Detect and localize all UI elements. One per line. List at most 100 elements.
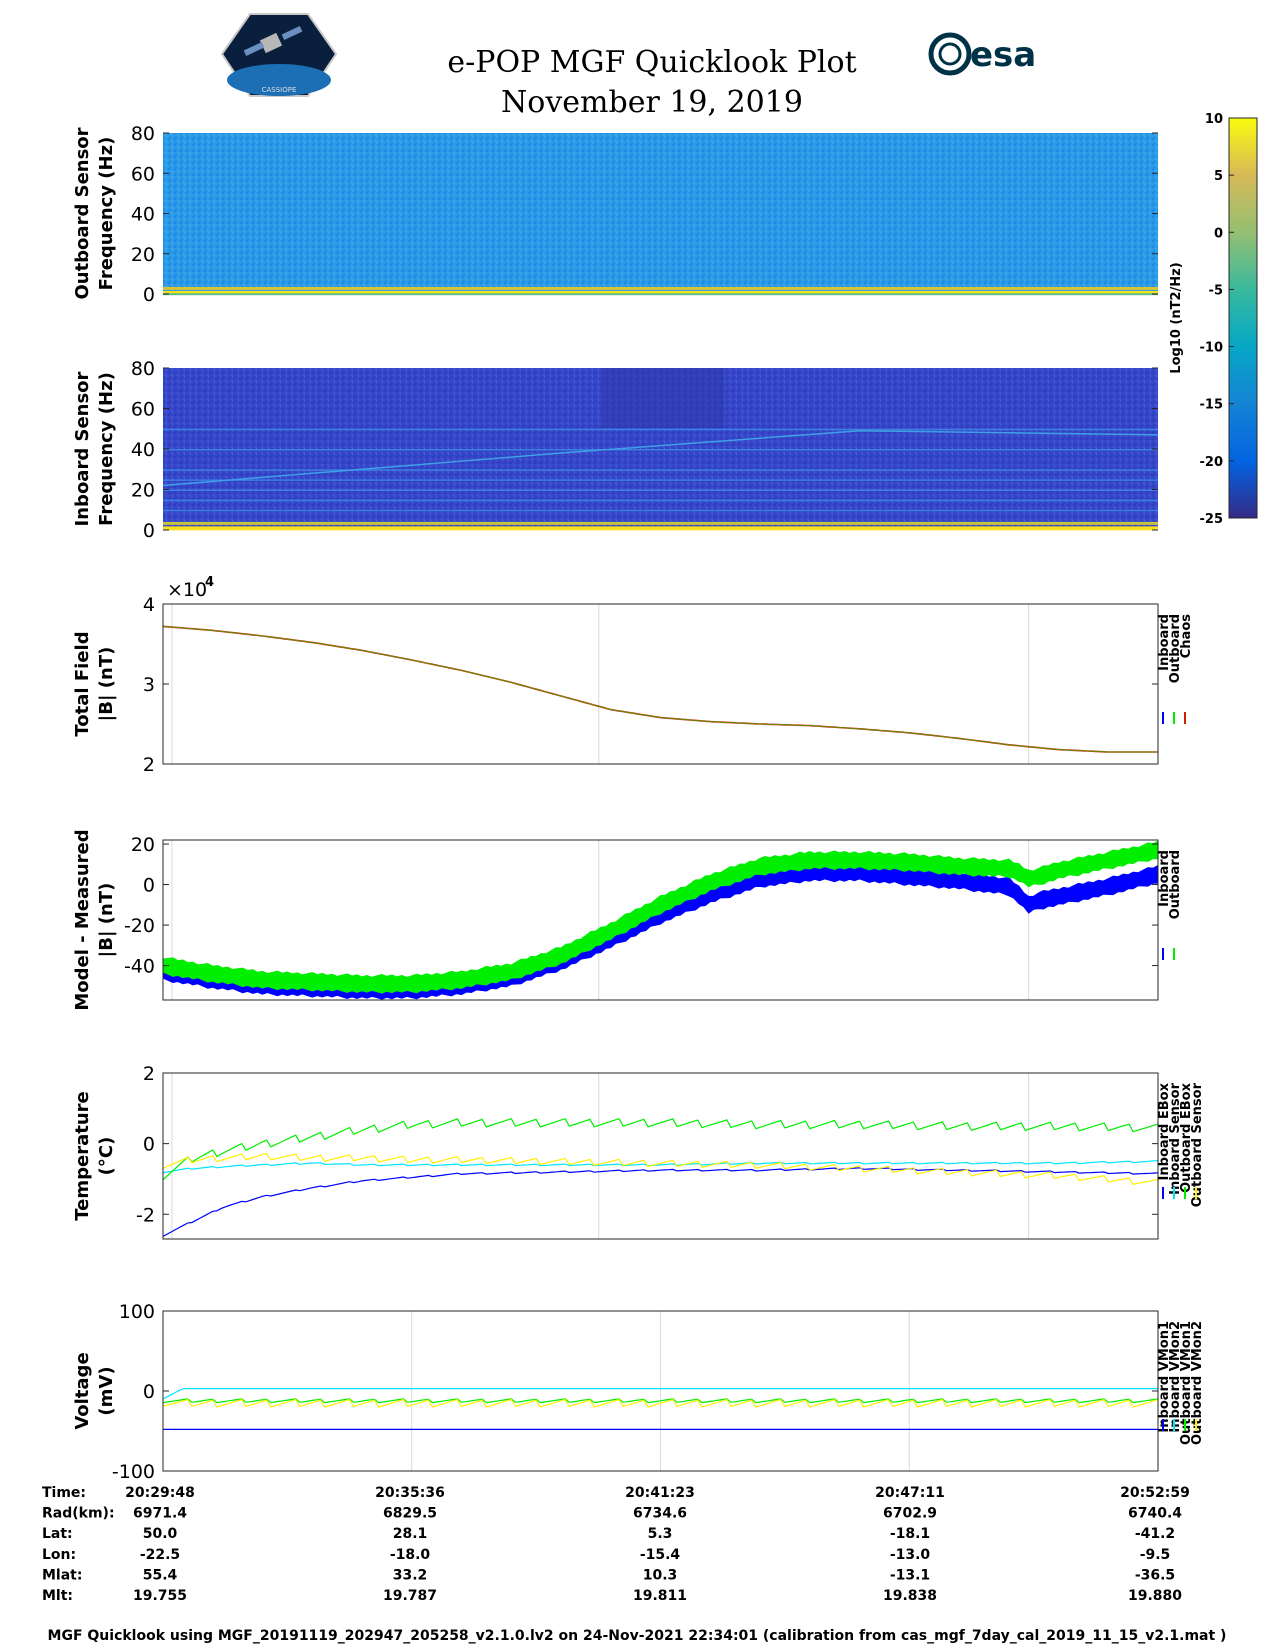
ephemeris-row-label-0: Time: [42,1485,86,1501]
inboard-spectrogram-line-0 [163,428,1158,431]
ephemeris-cell-3-4: -13.1 [890,1567,930,1583]
inboard-spectrogram-trace [162,430,1159,487]
inboard-spectrogram-line-6 [163,509,1158,512]
ephemeris-cell-1-3: -18.0 [390,1547,431,1563]
voltage-ytick-1: 0 [143,1381,155,1403]
voltage-ytick-2: -100 [112,1461,155,1483]
colorbar [1228,117,1258,519]
model-minus-measured-legend-0: Inboard [1157,850,1172,907]
total-field-axes-box [162,603,1159,765]
model-minus-measured-legend-1: Outboard [1168,850,1183,919]
inboard-spectrogram-ytick-2: 40 [131,439,155,461]
voltage-legend-3: Outboard VMon2 [1190,1321,1205,1445]
ephemeris-cell-0-0: 20:29:48 [125,1485,195,1501]
ephemeris-cell-2-3: -15.4 [640,1547,681,1563]
ephemeris-cell-1-4: 33.2 [393,1567,428,1583]
model-minus-measured-ytick-1: 0 [143,875,155,897]
temperature-legend-3: Outboard Sensor [1190,1082,1205,1207]
outboard-spectrogram-band-low [163,286,1158,290]
model-minus-measured-ylabel-0: Model - Measured [72,829,93,1010]
temperature-ytick-1: 0 [143,1134,155,1156]
model-minus-measured-ytick-2: -20 [124,915,155,937]
voltage-legend-1: Inboard VMon2 [1168,1321,1183,1433]
outboard-spectrogram-field [163,133,1158,294]
outboard-spectrogram-ylabel-0: Outboard Sensor [72,127,93,299]
total-field-line-chaos [162,625,1158,753]
outboard-spectrogram-ytick-1: 60 [131,163,155,185]
ephemeris-cell-2-2: 5.3 [648,1526,673,1542]
ephemeris-cell-0-2: 50.0 [143,1526,178,1542]
ephemeris-cell-4-3: -9.5 [1140,1547,1171,1563]
outboard-spectrogram-ytick-4: 0 [143,284,155,306]
ephemeris-cell-1-5: 19.787 [383,1588,437,1604]
ephemeris-cell-2-0: 20:41:23 [625,1485,695,1501]
colorbar-tick-2: 0 [1214,226,1223,241]
ephemeris-cell-1-1: 6829.5 [383,1506,437,1522]
total-field-legend-1: Outboard [1168,614,1183,683]
temperature-ytick-0: 2 [143,1063,155,1085]
outboard-spectrogram-ytick-2: 40 [131,204,155,226]
cassiope-logo-text: CASSIOPE [262,86,297,94]
inboard-spectrogram-band-dc [163,526,1158,531]
colorbar-tick-0: 10 [1205,112,1223,127]
ephemeris-table: Time: Rad(km): Lat: Lon: Mlat: Mlt: 20:29:48 69… [42,1485,1190,1604]
esa-logo: esa [928,32,1036,76]
inboard-spectrogram-line-3 [163,479,1158,481]
plot-title: e-POP MGF Quicklook Plot [447,45,856,80]
voltage-line-1 [162,1387,1158,1400]
inboard-spectrogram-ylabel-0: Inboard Sensor [72,371,93,526]
model-minus-measured-ylabel-1: |B| (nT) [96,883,117,958]
voltage-ylabel-0: Voltage [72,1352,93,1429]
ephemeris-cell-3-1: 6702.9 [883,1506,937,1522]
outboard-spectrogram-ylabel-1: Frequency (Hz) [96,137,117,291]
colorbar-tick-7: -25 [1200,512,1224,527]
inboard-spectrogram-ytick-0: 80 [131,358,155,380]
total-field-ylabel-1: |B| (nT) [96,647,117,722]
inboard-spectrogram-line-5 [163,499,1158,502]
voltage-line-2 [162,1398,1159,1404]
inboard-spectrogram-line-2 [163,469,1158,471]
ephemeris-cell-3-3: -13.0 [890,1547,931,1563]
plot-date: November 19, 2019 [501,85,803,120]
temperature-ylabel-1: (°C) [96,1137,117,1176]
total-field-legend-0: Inboard [1157,614,1172,671]
temperature-ylabel-0: Temperature [72,1091,93,1220]
colorbar-tick-1: 5 [1214,169,1223,184]
ephemeris-row-label-5: Mlt: [42,1588,73,1604]
esa-logo-text: esa [970,35,1036,75]
total-field-line-outboard [162,626,1158,753]
ephemeris-row-label-4: Mlat: [42,1567,82,1583]
cassiope-logo: CASSIOPE [220,13,338,97]
ephemeris-cell-4-2: -41.2 [1135,1526,1175,1542]
inboard-spectrogram-ytick-3: 20 [131,480,155,502]
ephemeris-cell-3-0: 20:47:11 [875,1485,945,1501]
total-field-ytick-1: 3 [143,674,155,696]
inboard-spectrogram-line-1 [163,449,1158,451]
ephemeris-cell-1-2: 28.1 [393,1526,428,1542]
ephemeris-row-label-3: Lon: [42,1547,76,1563]
temperature-line-3 [162,1153,1159,1185]
colorbar-tick-6: -20 [1200,455,1224,470]
voltage-ytick-0: 100 [119,1301,155,1323]
ephemeris-cell-4-5: 19.880 [1128,1588,1182,1604]
ephemeris-row-label-1: Rad(km): [42,1506,115,1522]
ephemeris-cell-4-4: -36.5 [1135,1567,1175,1583]
temperature-line-2 [162,1117,1159,1181]
total-field-ytick-0: 4 [143,594,155,616]
ephemeris-cell-3-5: 19.838 [883,1588,937,1604]
ephemeris-cell-3-2: -18.1 [890,1526,930,1542]
outboard-spectrogram-ytick-3: 20 [131,244,155,266]
colorbar-tick-4: -10 [1200,341,1224,356]
ephemeris-cell-4-0: 20:52:59 [1120,1485,1190,1501]
model-minus-measured-ytick-3: -40 [124,956,155,978]
ephemeris-cell-4-1: 6740.4 [1128,1506,1182,1522]
colorbar-tick-3: -5 [1209,283,1223,298]
total-field-exponent: ×10 [167,579,207,601]
temperature-legend-0: Inboard EBox [1157,1082,1172,1180]
inboard-spectrogram-ytick-1: 60 [131,399,155,421]
total-field-exponent-power: 4 [205,575,214,590]
inboard-spectrogram-ytick-4: 0 [143,520,155,542]
